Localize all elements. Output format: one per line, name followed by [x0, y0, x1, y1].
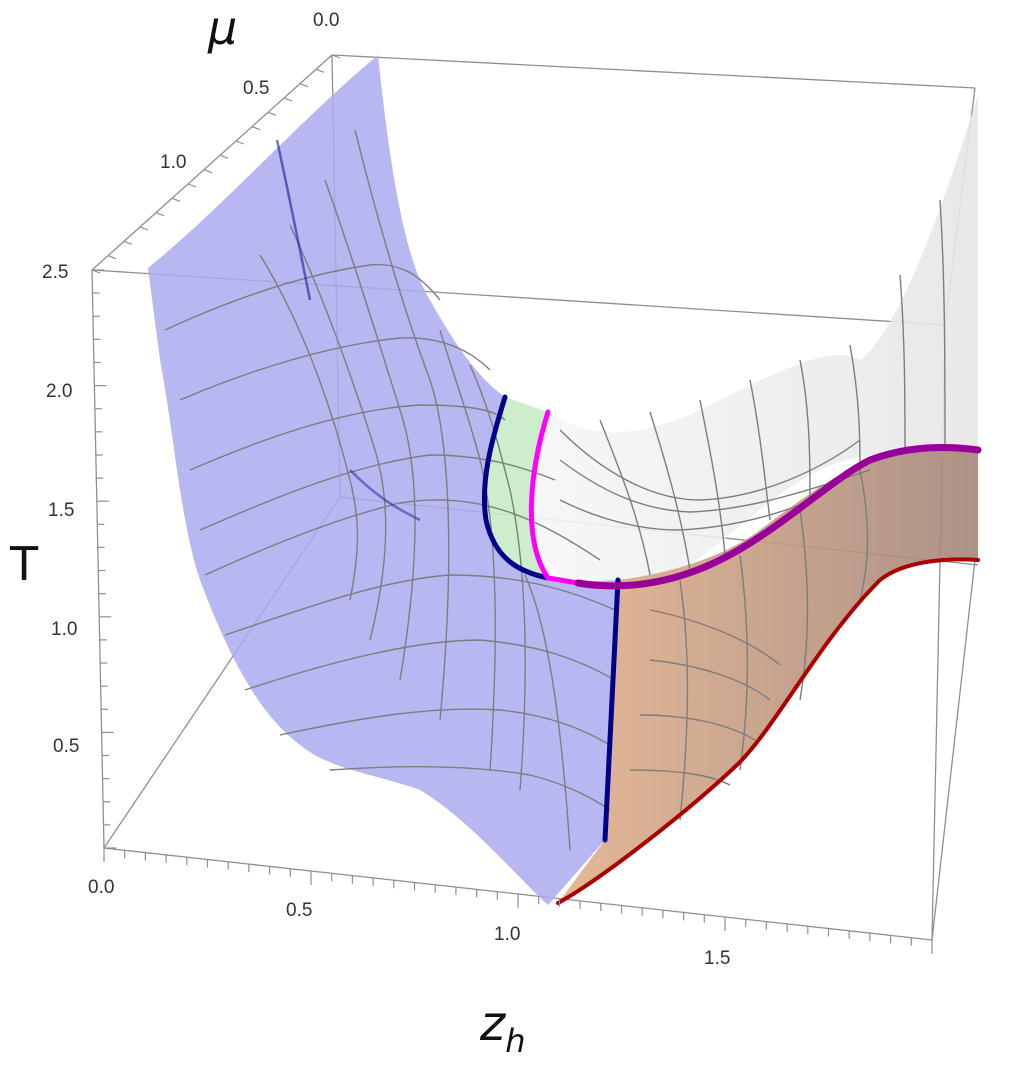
tick-mark: [283, 97, 293, 102]
z-tick-label: 1.5: [48, 500, 74, 521]
highlighted-curves: [275, 139, 982, 905]
orange-surface-region: [558, 448, 978, 903]
x-tick-label: 1.0: [494, 924, 520, 945]
tick-mark: [267, 111, 277, 116]
tick-mark: [123, 240, 133, 245]
tick-mark: [251, 126, 261, 131]
purple-top-curve: [574, 443, 982, 590]
tick-mark: [299, 83, 309, 88]
dark-blue-floor-streak: [349, 469, 421, 522]
tick-mark: [203, 169, 213, 174]
y-tick-label: 1.0: [160, 152, 186, 173]
dark-red-bottom-curve: [556, 557, 980, 905]
x-axis-title-main: z: [479, 996, 507, 1052]
tick-mark: [155, 212, 165, 217]
x-axis: 0.0 0.5 1.0 1.5 zh: [88, 877, 730, 1060]
surface-regions: [148, 55, 978, 905]
tick-mark: [219, 154, 229, 159]
tick-mark: [171, 197, 181, 202]
tick-mark: [187, 183, 197, 188]
blue-surface-region: [148, 55, 618, 905]
y-axis: 0.0 0.5 1.0 μ: [160, 1, 339, 173]
z-tick-label: 2.5: [42, 262, 68, 283]
grey-surface-region: [532, 95, 978, 587]
y-tick-label: 0.5: [243, 78, 269, 99]
tick-mark: [235, 140, 245, 145]
z-tick-label: 1.0: [51, 619, 77, 640]
y-axis-title: μ: [207, 1, 237, 55]
tick-mark: [331, 54, 341, 59]
x-tick-label: 0.0: [88, 877, 114, 898]
z-axis-title: T: [9, 537, 39, 591]
tick-mark: [91, 269, 101, 274]
tick-mark: [315, 68, 325, 73]
magenta-boundary-curve: [528, 409, 581, 586]
dark-blue-boundary-curve: [481, 394, 551, 581]
x-tick-label: 0.5: [286, 900, 312, 921]
x-tick-label: 1.5: [704, 948, 730, 969]
x-axis-title: zh: [479, 996, 525, 1060]
z-axis: 2.5 2.0 1.5 1.0 0.5 T: [9, 262, 79, 757]
y-tick-label: 0.0: [313, 10, 339, 31]
tick-marks: [91, 54, 933, 954]
dark-blue-back-streak: [275, 139, 312, 301]
z-tick-label: 0.5: [53, 736, 79, 757]
x-axis-title-subscript: h: [505, 1022, 525, 1060]
tick-mark: [107, 255, 117, 260]
z-tick-label: 2.0: [46, 381, 72, 402]
tick-mark: [139, 226, 149, 231]
dark-blue-vertical-line: [602, 577, 621, 843]
